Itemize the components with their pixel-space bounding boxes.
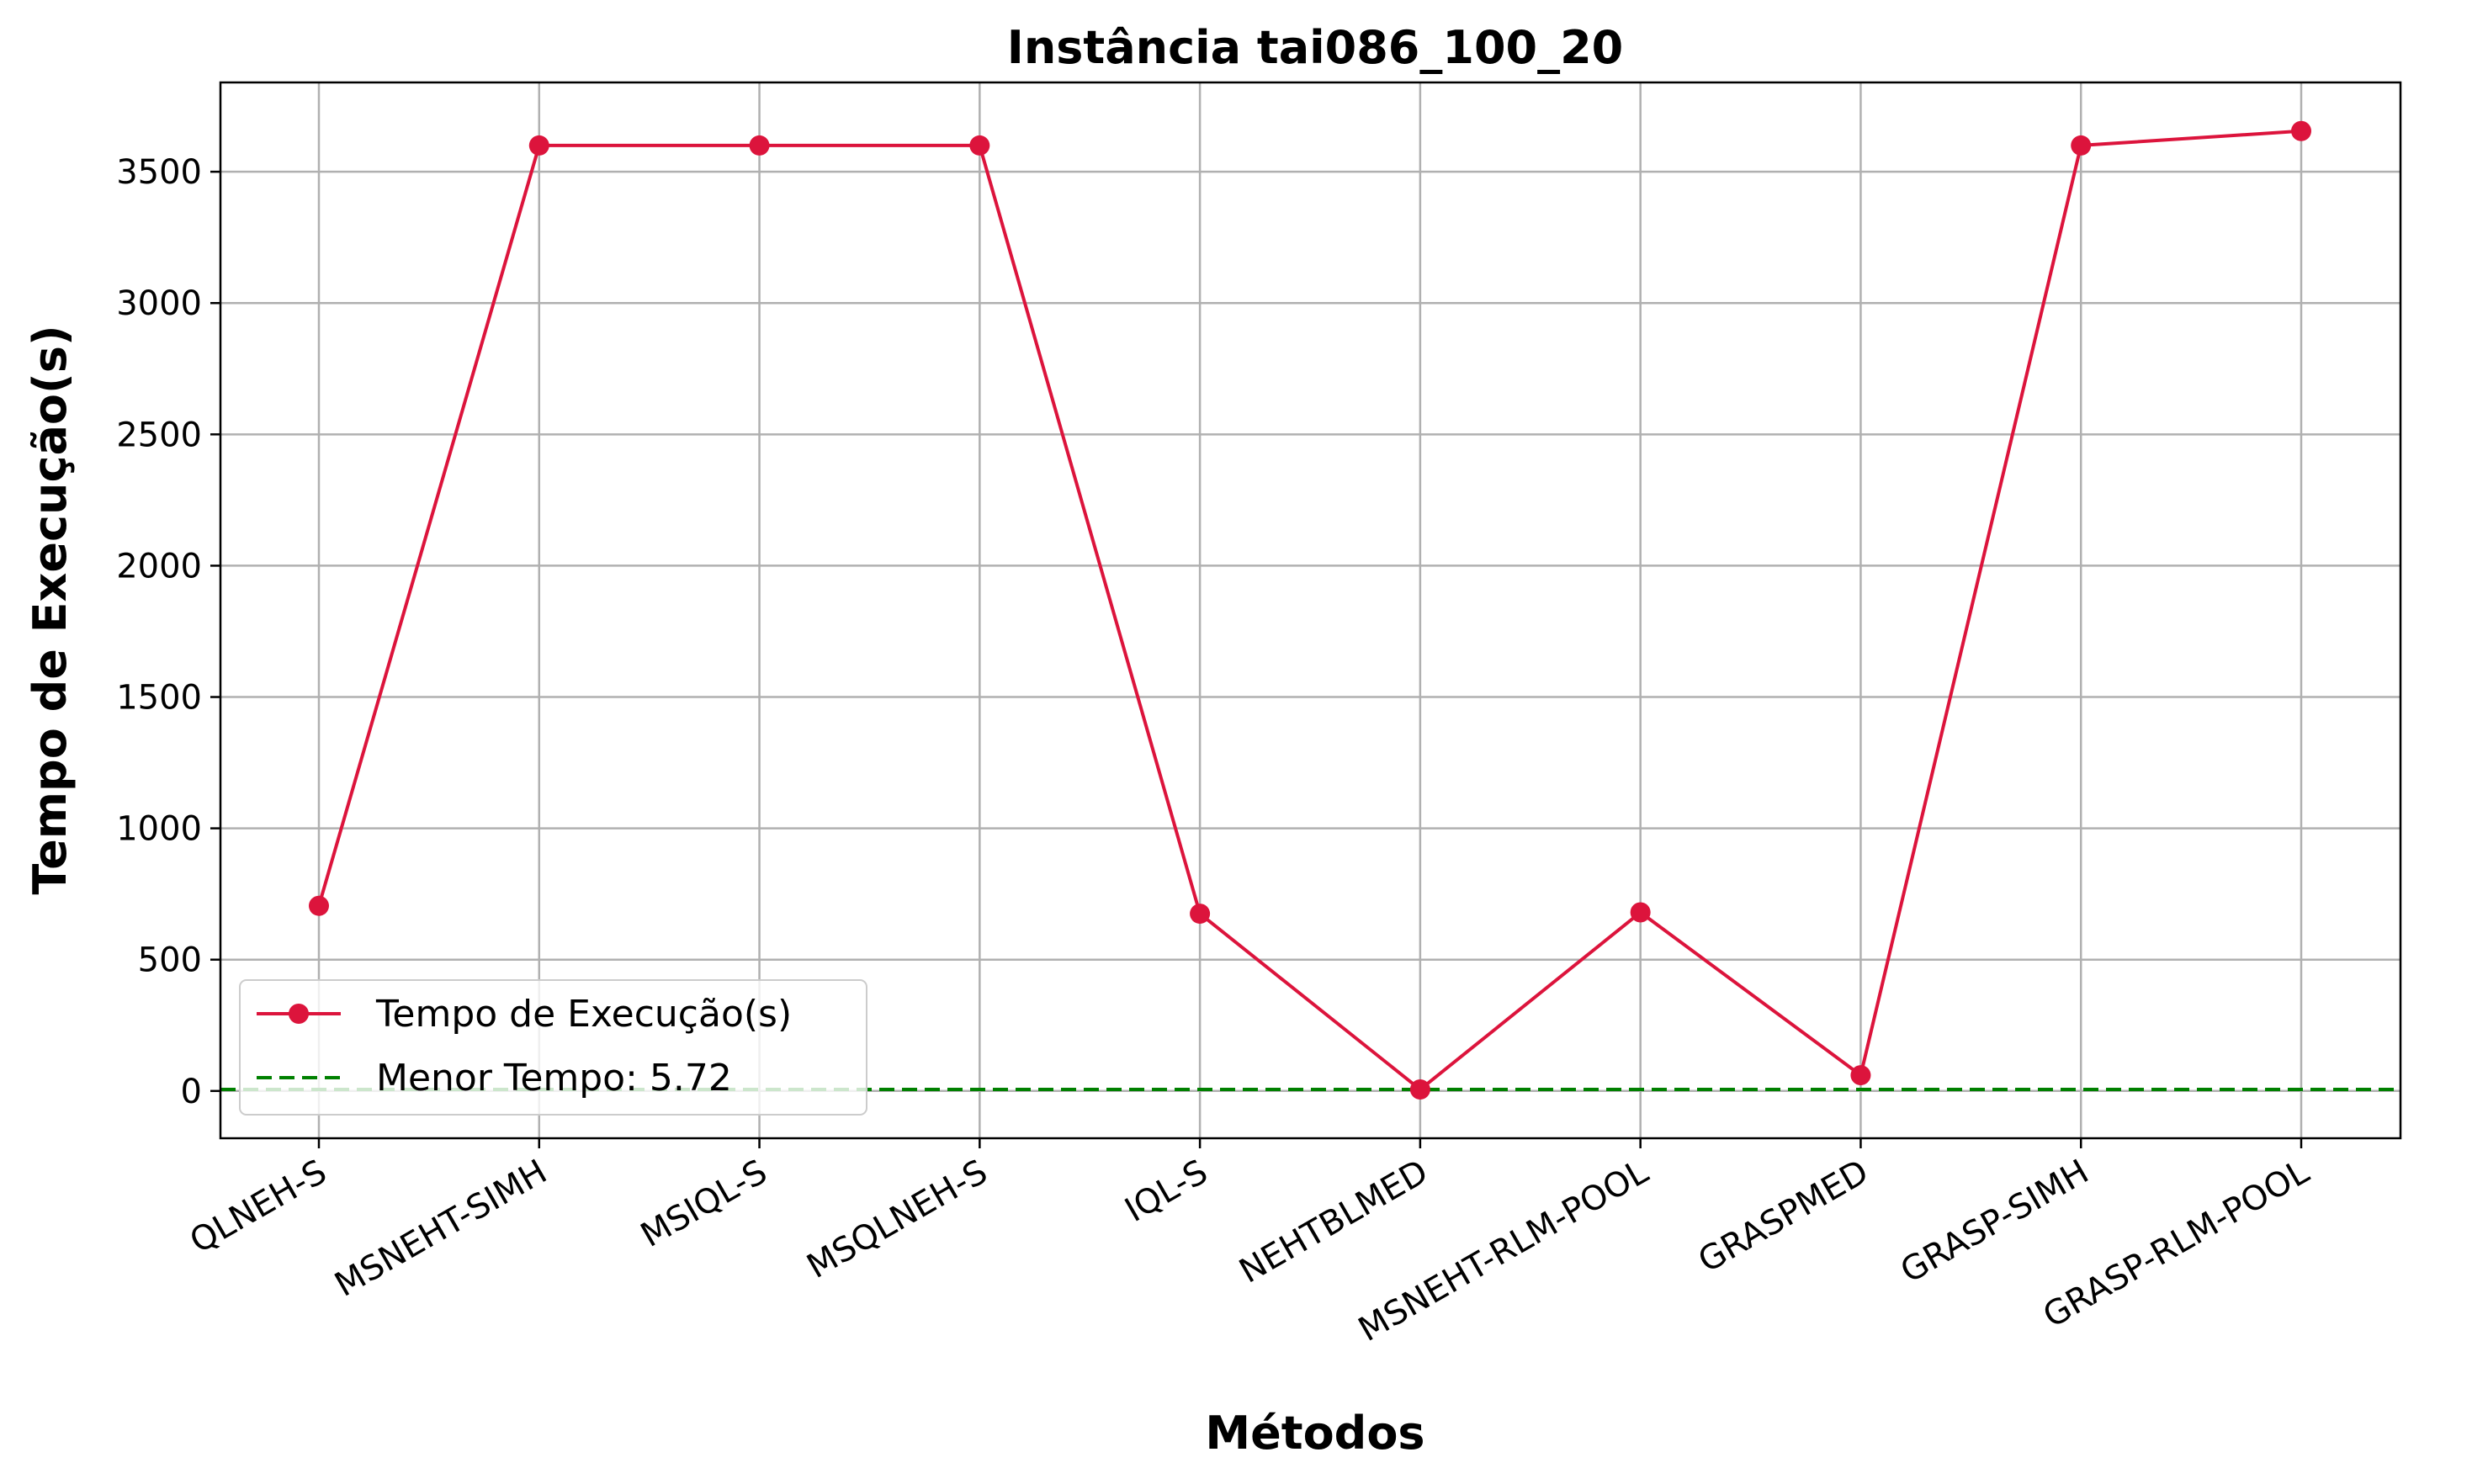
y-tick-label: 3500: [116, 153, 202, 192]
data-point: [969, 135, 990, 156]
series-line: [317, 129, 2302, 1092]
data-point: [2291, 120, 2311, 141]
grid: [220, 82, 2400, 1138]
data-point: [1409, 1079, 1430, 1100]
data-point: [528, 135, 549, 156]
y-tick-label: 0: [181, 1073, 202, 1111]
y-tick-label: 1500: [116, 679, 202, 718]
y-tick-label: 3000: [116, 284, 202, 323]
x-axis-title: Métodos: [1205, 1407, 1424, 1460]
y-axis: 0 500 1000 1500 2000 2500 3000 3500: [116, 153, 220, 1111]
legend-reference-label: Menor Tempo: 5.72: [376, 1057, 732, 1100]
plot-frame: [219, 81, 2402, 1140]
y-tick-label: 500: [138, 941, 202, 980]
data-point: [1630, 902, 1651, 923]
y-tick-label: 1000: [116, 810, 202, 849]
data-point: [2071, 135, 2092, 156]
series: [309, 120, 2311, 1100]
legend: Tempo de Execução(s) Menor Tempo: 5.72: [239, 979, 867, 1116]
y-tick-label: 2000: [116, 547, 202, 586]
data-point: [749, 135, 770, 156]
data-point: [309, 895, 329, 916]
data-point: [1850, 1065, 1871, 1086]
legend-series-marker: [289, 1004, 309, 1024]
legend-series-label: Tempo de Execução(s): [375, 993, 792, 1036]
legend-box: [239, 979, 867, 1116]
y-tick-label: 2500: [116, 416, 202, 454]
y-axis-title: Tempo de Execução(s): [24, 325, 77, 894]
chart-title: Instância tai086_100_20: [1007, 21, 1623, 74]
data-point: [1190, 904, 1211, 925]
